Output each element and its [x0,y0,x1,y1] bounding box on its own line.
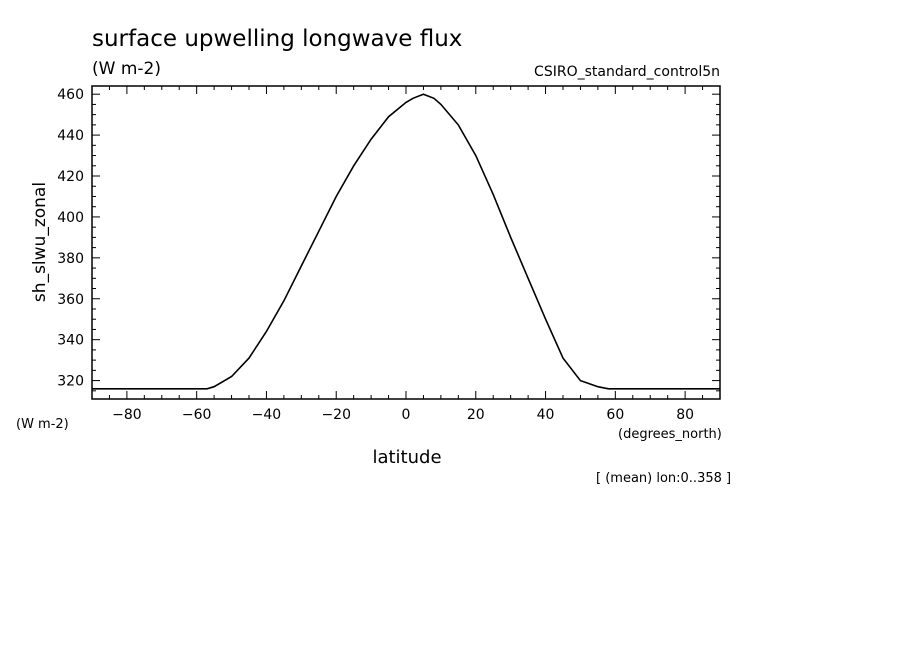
x-tick-label: 20 [467,407,485,423]
tick-labels: −80 −60 −40 −20 0 20 40 60 80 320 340 360 380 400 420 4… [57,87,694,423]
y-tick-label: 420 [57,169,84,185]
axis-ticks [91,86,721,399]
y-axis-label: sh_slwu_zonal [30,182,50,302]
x-axis-units: (degrees_north) [618,427,722,442]
x-tick-label: 0 [402,407,411,423]
series-line [92,93,720,390]
footnote: [ (mean) lon:0..358 ] [596,471,731,486]
x-tick-label: −60 [182,407,212,423]
y-tick-label: 340 [57,333,84,349]
x-tick-label: −80 [112,407,142,423]
y-tick-label: 320 [57,374,84,390]
x-tick-label: −20 [321,407,351,423]
x-tick-label: −40 [252,407,282,423]
plot-frame [91,85,721,400]
units-label: (W m-2) [92,59,161,79]
model-label: CSIRO_standard_control5n [534,64,720,80]
y-tick-label: 360 [57,292,84,308]
x-tick-label: 80 [676,407,694,423]
y-tick-label: 380 [57,251,84,267]
y-axis-units: (W m-2) [16,417,69,432]
x-tick-label: 40 [537,407,555,423]
y-tick-label: 440 [57,128,84,144]
x-axis-label: latitude [372,447,441,468]
x-tick-label: 60 [606,407,624,423]
y-tick-label: 400 [57,210,84,226]
chart-title: surface upwelling longwave flux [92,26,462,52]
y-tick-label: 460 [57,87,84,103]
